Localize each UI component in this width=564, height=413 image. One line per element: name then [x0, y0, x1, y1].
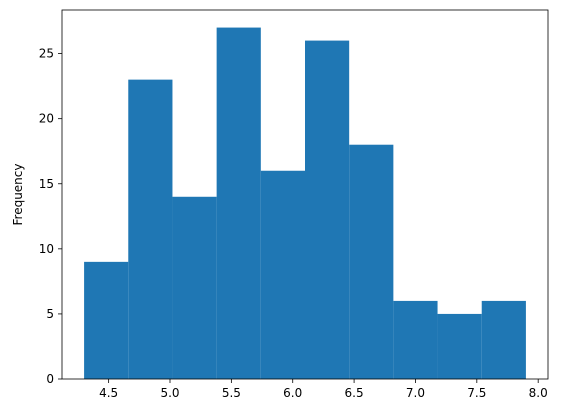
histogram-bar [349, 144, 394, 379]
histogram-bar [216, 27, 261, 379]
y-axis: 0 5 10 15 20 25 [39, 47, 62, 386]
histogram-bar [481, 300, 526, 379]
x-tick-label: 8.0 [529, 386, 548, 400]
x-tick-label: 5.5 [222, 386, 241, 400]
histogram-bar [305, 40, 350, 379]
x-tick-label: 6.0 [283, 386, 302, 400]
y-tick-label: 20 [39, 112, 54, 126]
histogram-bar [172, 196, 217, 379]
y-tick-label: 0 [46, 372, 54, 386]
x-tick-label: 4.5 [99, 386, 118, 400]
histogram-bar [393, 300, 438, 379]
y-tick-label: 5 [46, 307, 54, 321]
x-tick-label: 6.5 [345, 386, 364, 400]
histogram-bar [128, 79, 173, 379]
histogram-bar [260, 170, 305, 379]
y-tick-label: 15 [39, 177, 54, 191]
bars-group [84, 27, 526, 379]
y-axis-label: Frequency [11, 164, 25, 226]
x-axis: 4.5 5.0 5.5 6.0 6.5 7.0 7.5 8.0 [99, 379, 548, 400]
x-tick-label: 7.0 [406, 386, 425, 400]
histogram-bar [84, 261, 129, 379]
plot-frame [61, 9, 549, 380]
x-tick-label: 5.0 [160, 386, 179, 400]
y-tick-label: 25 [39, 47, 54, 61]
y-tick-label: 10 [39, 242, 54, 256]
histogram-bar [437, 313, 482, 379]
x-tick-label: 7.5 [467, 386, 486, 400]
